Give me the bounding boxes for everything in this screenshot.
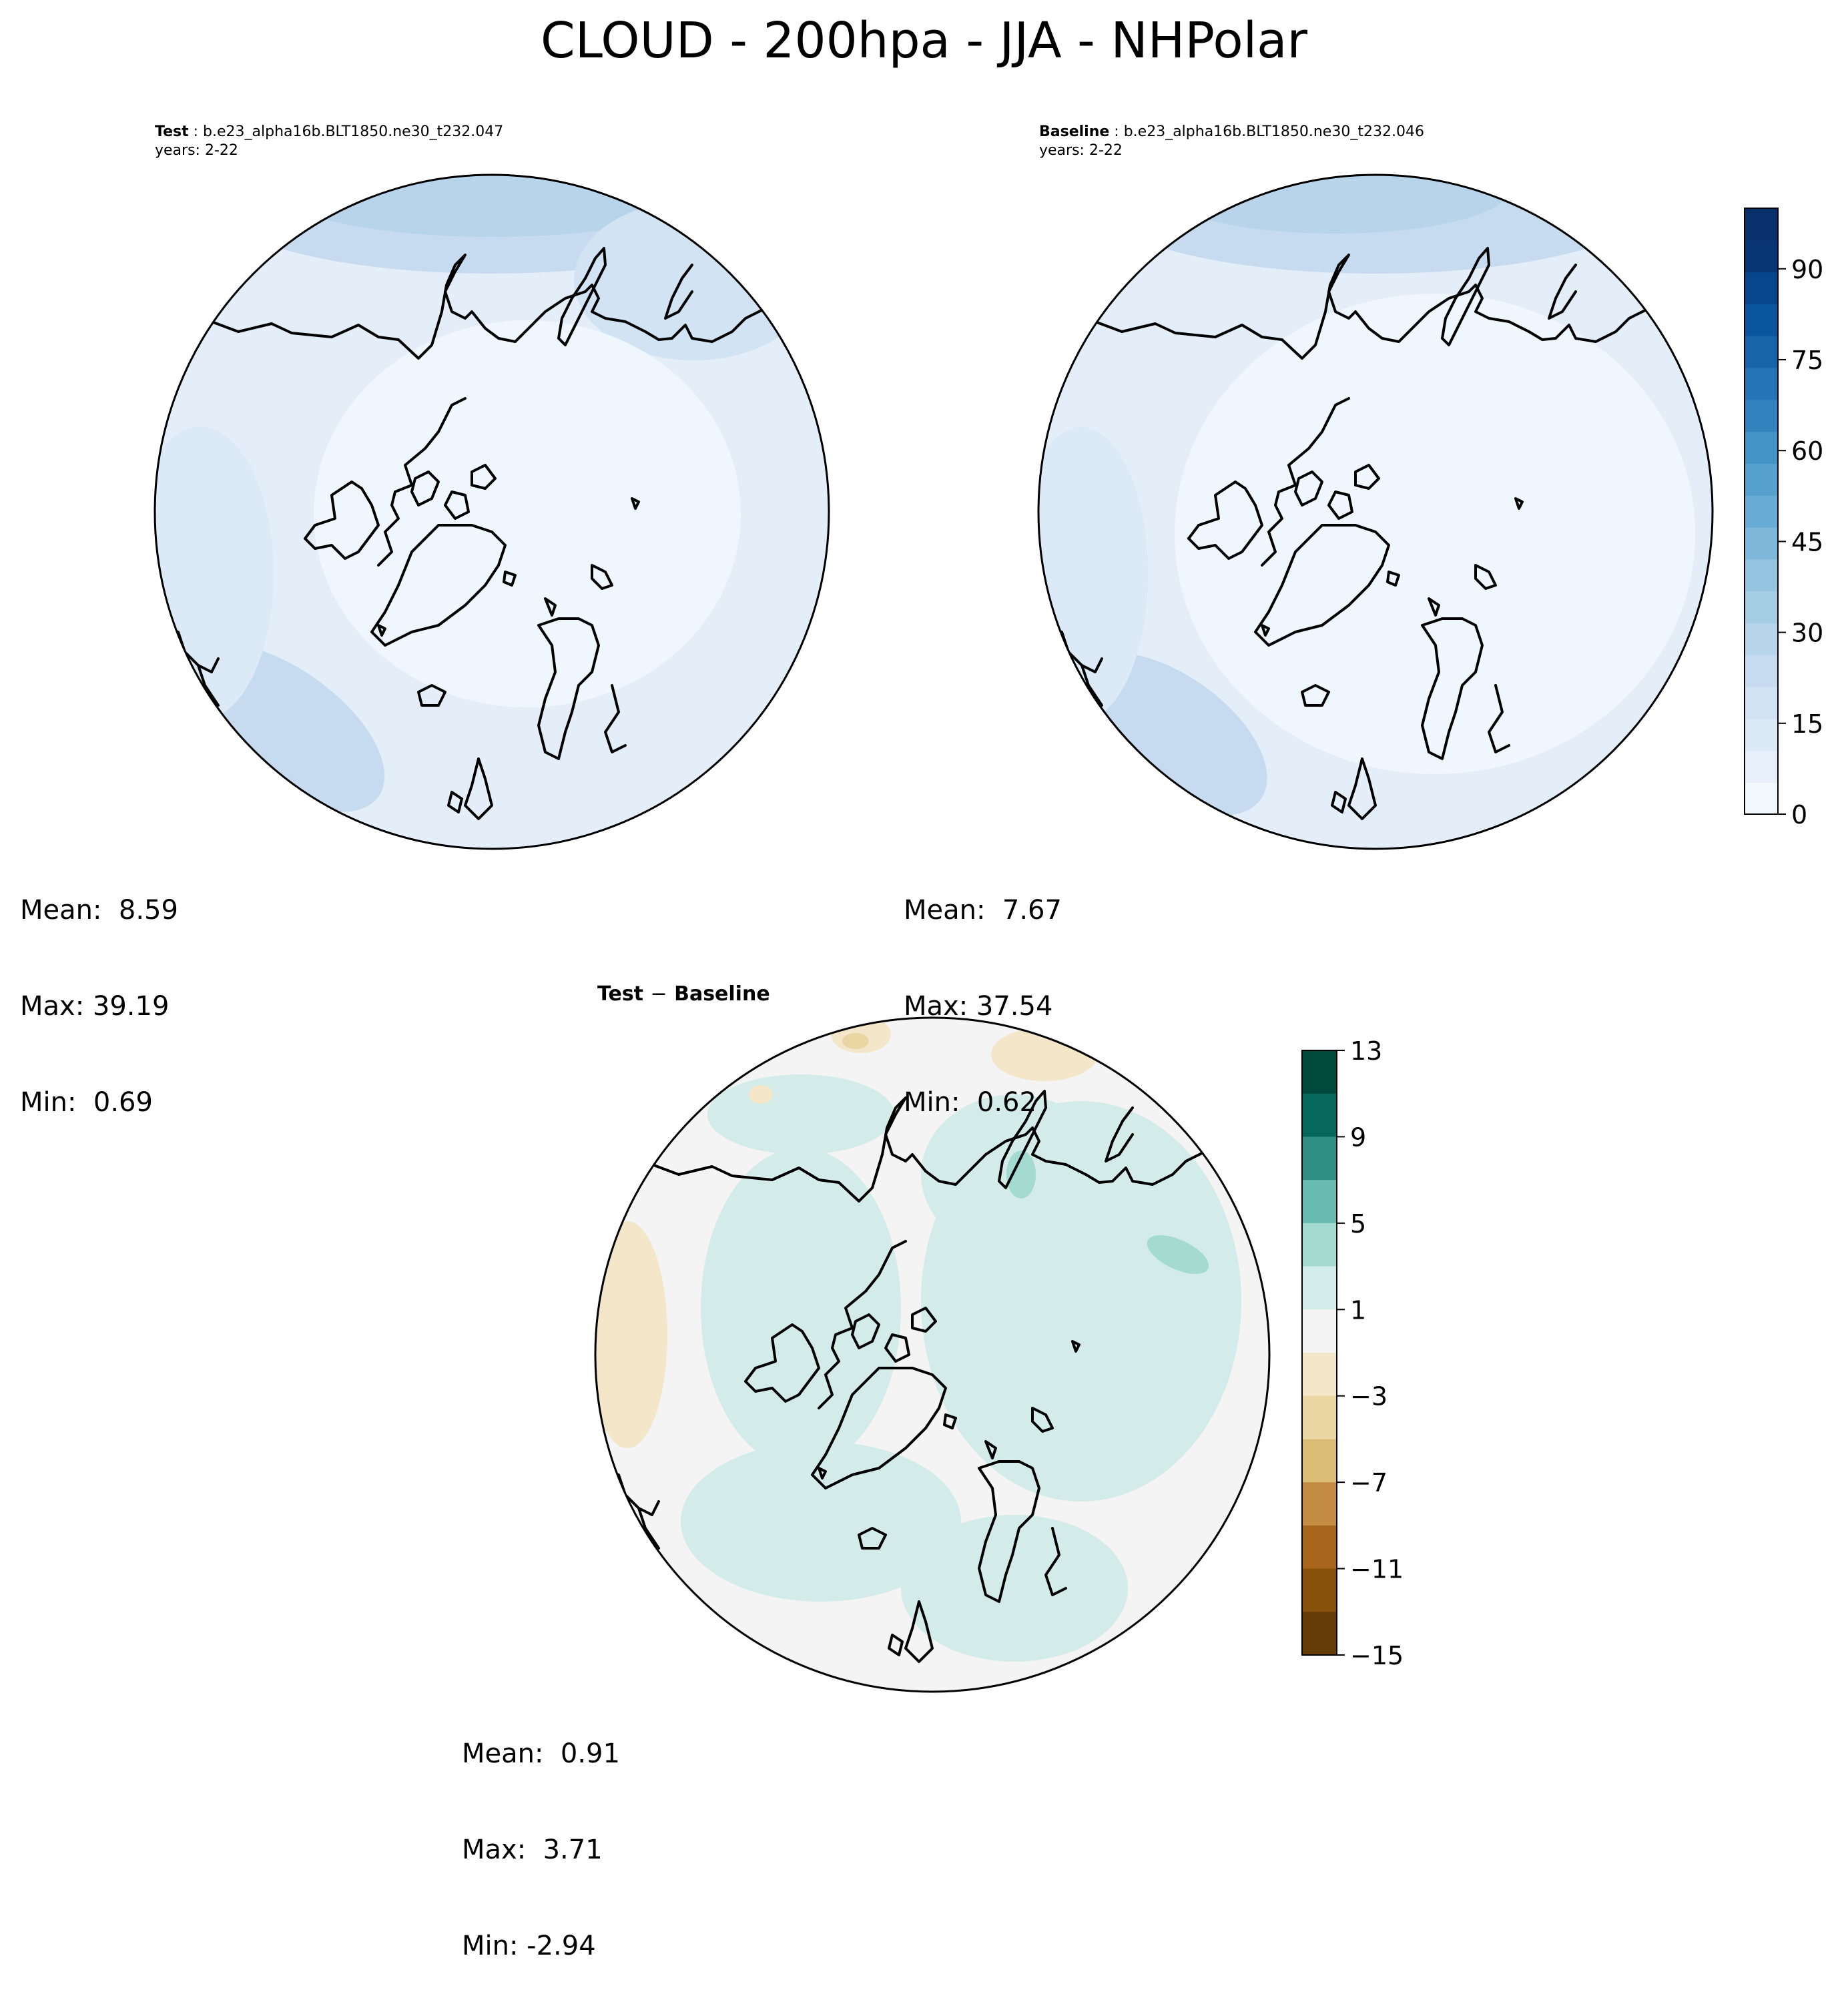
diff-field-green-strong-2 [1006,1150,1036,1199]
diff-colorbar-segment [1302,1309,1337,1353]
baseline-map-boundary [1037,174,1714,850]
diff-colorbar-tick-label: −7 [1350,1468,1388,1498]
diff-colorbar-tick-label: 5 [1350,1209,1366,1239]
main-colorbar-segment [1745,527,1778,560]
diff-title-minus: − [650,982,667,1006]
test-panel-header: Test : b.e23_alpha16b.BLT1850.ne30_t232.… [155,123,504,159]
diff-title-test: Test [597,982,644,1006]
diff-panel-title: Test − Baseline [597,982,770,1006]
diff-colorbar-segment [1302,1223,1337,1267]
diff-colorbar-segment [1302,1093,1337,1138]
test-max: Max: 39.19 [20,991,170,1022]
main-colorbar-tick-label: 90 [1791,255,1823,284]
test-field-band-north-core [278,175,705,237]
test-mean: Mean: 8.59 [20,895,178,926]
main-colorbar-tick-label: 15 [1791,709,1823,739]
test-map-boundary [153,174,830,850]
baseline-stats: Mean: 7.67 Max: 37.54 Min: 0.62 [904,830,1062,1150]
main-colorbar-segment [1745,463,1778,496]
baseline-map [1038,175,1713,849]
main-colorbar-segment [1745,655,1778,687]
test-years: years: 2-22 [155,142,238,159]
diff-colorbar-tick-label: −3 [1350,1382,1388,1411]
diff-field-green-strong [1147,1235,1209,1275]
diff-max: Max: 3.71 [462,1835,603,1865]
diff-field-tan-strong [842,1033,869,1049]
diff-colorbar-segment [1302,1180,1337,1224]
diff-field-tan-small [749,1085,773,1104]
diff-colorbar-tick-label: −15 [1350,1641,1404,1670]
main-colorbar-segment [1745,686,1778,719]
main-colorbar-segment [1745,495,1778,528]
baseline-case-name: b.e23_alpha16b.BLT1850.ne30_t232.046 [1123,123,1424,140]
test-case-name: b.e23_alpha16b.BLT1850.ne30_t232.047 [203,123,504,140]
diff-colorbar-segment [1302,1482,1337,1526]
main-colorbar-segment [1745,559,1778,592]
test-label: Test [155,123,189,140]
test-field-patch-west [155,427,274,721]
main-colorbar-tick-label: 60 [1791,436,1823,466]
diff-colorbar-segment [1302,1136,1337,1181]
diff-colorbar-tick-label: −11 [1350,1555,1404,1584]
main-colorbar-segment [1745,591,1778,623]
main-colorbar-segment [1745,718,1778,751]
main-colorbar-tick-label: 0 [1791,800,1807,829]
diff-colorbar-segment [1302,1266,1337,1310]
diff-colorbar-segment [1302,1568,1337,1612]
test-field-core [314,320,741,707]
diff-field-green-sw [681,1441,961,1602]
baseline-max: Max: 37.54 [904,991,1053,1022]
baseline-mean: Mean: 7.67 [904,895,1062,926]
diff-field-green-north [707,1074,894,1154]
diff-map [595,1018,1269,1692]
diff-colorbar-segment [1302,1395,1337,1440]
diff-field-green-west [701,1148,901,1468]
main-colorbar-segment [1745,336,1778,368]
diff-colorbar-segment [1302,1612,1337,1656]
main-colorbar-segment [1745,304,1778,336]
main-colorbar-segment [1745,399,1778,432]
test-stats: Mean: 8.59 Max: 39.19 Min: 0.69 [20,830,178,1150]
figure-canvas: 0 15 30 45 60 75 90 13 9 5 1 −3 −7 −11 −15 [153,174,1823,1693]
main-colorbar-segment [1745,240,1778,273]
diff-field-tan-west [595,1221,667,1448]
diff-map-boundary [594,1016,1271,1693]
main-colorbar: 0 15 30 45 60 75 90 [1744,208,1823,829]
diff-colorbar: 13 9 5 1 −3 −7 −11 −15 [1301,1036,1404,1670]
main-colorbar-tick-label: 75 [1791,346,1823,375]
main-colorbar-segment [1745,431,1778,464]
diff-colorbar-tick-label: 13 [1350,1036,1382,1066]
baseline-field-core [1175,294,1695,774]
test-min: Min: 0.69 [20,1087,153,1118]
baseline-label: Baseline [1039,123,1110,140]
diff-title-baseline: Baseline [674,982,770,1006]
baseline-min: Min: 0.62 [904,1087,1036,1118]
main-colorbar-frame [1744,208,1779,815]
diff-colorbar-frame [1301,1050,1337,1656]
diff-colorbar-tick-label: 1 [1350,1295,1366,1325]
main-colorbar-segment [1745,623,1778,655]
diff-colorbar-segment [1302,1525,1337,1570]
baseline-panel-header: Baseline : b.e23_alpha16b.BLT1850.ne30_t… [1039,123,1424,159]
test-map [155,175,829,849]
main-colorbar-segment [1745,750,1778,783]
diff-colorbar-segment [1302,1050,1337,1094]
main-colorbar-tick-label: 45 [1791,527,1823,557]
baseline-field-band-north-core [1161,175,1508,234]
main-colorbar-segment [1745,367,1778,400]
diff-colorbar-segment [1302,1353,1337,1397]
main-colorbar-tick-label: 30 [1791,619,1823,648]
diff-min: Min: -2.94 [462,1931,596,1961]
diff-field-green-south [901,1515,1128,1662]
main-colorbar-segment [1745,272,1778,304]
baseline-years: years: 2-22 [1039,142,1123,159]
main-colorbar-segment [1745,208,1778,241]
main-colorbar-segment [1745,782,1778,815]
diff-colorbar-segment [1302,1439,1337,1483]
figure-title: CLOUD - 200hpa - JJA - NHPolar [541,12,1307,69]
diff-stats: Mean: 0.91 Max: 3.71 Min: -2.94 [462,1674,620,1994]
diff-mean: Mean: 0.91 [462,1738,620,1769]
diff-colorbar-tick-label: 9 [1350,1122,1366,1152]
